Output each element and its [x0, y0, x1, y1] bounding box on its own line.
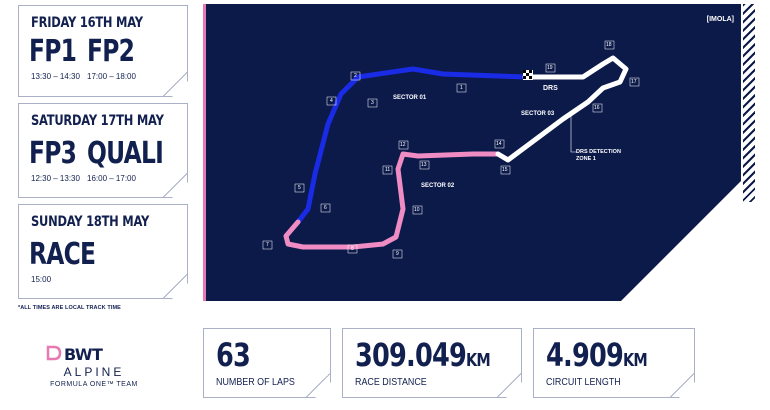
- sector-3-path: [495, 55, 629, 163]
- sector-2-path: [283, 151, 501, 250]
- turn-8: 8: [351, 246, 354, 252]
- logo-team: FORMULA ONE™ TEAM: [50, 381, 138, 388]
- accent-strip: [203, 4, 206, 301]
- sector-3-label: SECTOR 03: [521, 111, 555, 117]
- time-note: *ALL TIMES ARE LOCAL TRACK TIME: [18, 305, 121, 311]
- session-name: RACE: [29, 237, 96, 272]
- session-time: 17:00 – 18:00: [87, 72, 136, 81]
- session-name: FP2: [87, 34, 135, 69]
- session-time: 16:00 – 17:00: [87, 174, 136, 183]
- drs-pointer-line: [570, 116, 577, 153]
- day-title: SATURDAY 17TH MAY: [31, 113, 164, 129]
- sector-1-label: SECTOR 01: [393, 95, 427, 101]
- laps-value: 63: [216, 336, 251, 374]
- turn-9: 9: [396, 251, 399, 257]
- drs-zone-label-2: ZONE 1: [576, 156, 596, 162]
- friday-card: FRIDAY 16TH MAY FP1 13:30 – 14:30 FP2 17…: [18, 5, 188, 97]
- turn-2: 2: [354, 73, 357, 79]
- bwt-logo-icon: [46, 345, 62, 361]
- laps-card: 63 NUMBER OF LAPS: [203, 328, 331, 398]
- turn-7: 7: [266, 242, 269, 248]
- turn-3: 3: [371, 100, 374, 106]
- turn-4: 4: [330, 98, 333, 104]
- length-card: 4.909KM CIRCUIT LENGTH: [533, 328, 695, 398]
- sector-2-label: SECTOR 02: [421, 183, 455, 189]
- turn-5: 5: [298, 185, 301, 191]
- drs-zone-label-1: DRS DETECTION: [576, 149, 621, 155]
- laps-label: NUMBER OF LAPS: [216, 376, 295, 388]
- sunday-card: SUNDAY 18TH MAY RACE 15:00: [18, 204, 188, 299]
- saturday-card: SATURDAY 17TH MAY FP3 12:30 – 13:30 QUAL…: [18, 103, 188, 198]
- turn-19: 19: [547, 65, 553, 71]
- day-title: FRIDAY 16TH MAY: [31, 15, 143, 31]
- turn-14: 14: [496, 141, 502, 147]
- turn-1: 1: [460, 85, 463, 91]
- session-time: 12:30 – 13:30: [31, 174, 80, 183]
- session-name: FP1: [29, 34, 77, 69]
- finish-flag-icon: [523, 70, 533, 80]
- turn-15: 15: [502, 167, 508, 173]
- length-value: 4.909KM: [546, 336, 647, 374]
- day-title: SUNDAY 18TH MAY: [31, 214, 150, 230]
- hatch-decoration: [743, 4, 755, 202]
- team-logo: BWT ALPINE FORMULA ONE™ TEAM: [44, 345, 144, 395]
- length-unit: KM: [622, 350, 647, 371]
- turn-6: 6: [324, 205, 327, 211]
- circuit-tag: [IMOLA]: [706, 16, 734, 23]
- turn-17: 17: [631, 79, 637, 85]
- turn-markers: [262, 40, 640, 259]
- session-name: QUALI: [87, 136, 164, 171]
- session-time: 15:00: [31, 275, 52, 284]
- turn-13: 13: [421, 162, 427, 168]
- turn-16: 16: [594, 105, 600, 111]
- turn-10: 10: [414, 207, 420, 213]
- distance-unit: KM: [466, 350, 490, 371]
- turn-12: 12: [400, 142, 406, 148]
- track-layout: [262, 40, 640, 259]
- sector-1-path: [295, 66, 528, 225]
- logo-brand: BWT: [64, 345, 103, 364]
- turn-11: 11: [385, 167, 391, 173]
- distance-label: RACE DISTANCE: [355, 376, 427, 388]
- logo-name: ALPINE: [63, 365, 125, 379]
- distance-value: 309.049KM: [355, 336, 490, 374]
- turn-numbers: 1 2 3 4 5 6 7 8 9 10 11 12 13 14 15 16 1…: [203, 4, 741, 301]
- distance-card: 309.049KM RACE DISTANCE: [342, 328, 522, 398]
- drs-label: DRS: [543, 85, 558, 92]
- session-name: FP3: [29, 136, 77, 171]
- turn-18: 18: [606, 42, 612, 48]
- session-time: 13:30 – 14:30: [31, 72, 80, 81]
- length-label: CIRCUIT LENGTH: [546, 376, 621, 388]
